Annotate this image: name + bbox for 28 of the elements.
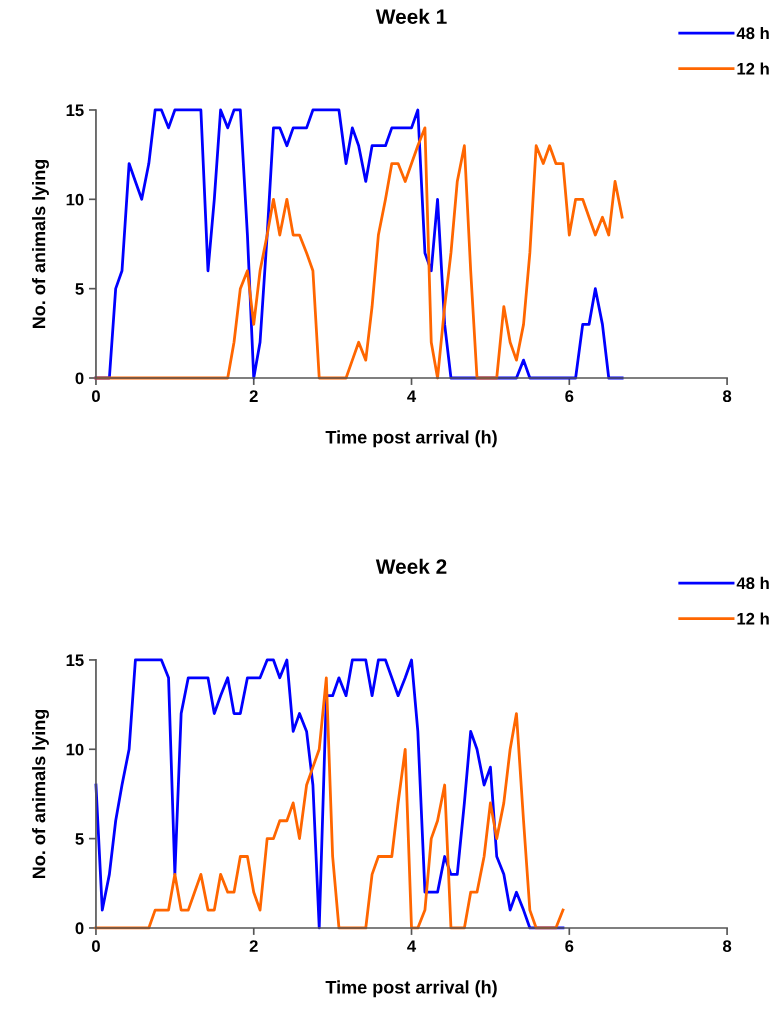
- x-tick-label: 6: [565, 940, 574, 953]
- legend-label: 12 h: [737, 62, 769, 75]
- x-tick-label: 0: [91, 390, 100, 403]
- legend-label: 48 h: [736, 576, 769, 590]
- x-axis-title: Time post arrival (h): [325, 430, 497, 448]
- x-tick-label: 8: [722, 390, 732, 403]
- x-tick-label: 0: [91, 940, 100, 953]
- y-tick-label: 10: [66, 193, 84, 206]
- y-tick-label: 5: [75, 283, 84, 295]
- chart-title: Week 2: [375, 558, 447, 575]
- legend-label: 48 h: [736, 26, 769, 40]
- chart-title: Week 1: [375, 8, 447, 25]
- y-tick-label: 5: [75, 833, 84, 845]
- x-axis-title: Time post arrival (h): [325, 980, 497, 998]
- x-tick-label: 2: [249, 390, 258, 402]
- y-tick-label: 15: [66, 104, 84, 117]
- y-axis-title: No. of animals lying: [32, 709, 49, 879]
- x-tick-label: 6: [565, 390, 574, 403]
- y-axis-title: No. of animals lying: [32, 159, 49, 329]
- y-tick-label: 10: [66, 743, 84, 756]
- x-tick-label: 2: [249, 940, 258, 952]
- x-tick-label: 8: [722, 940, 732, 953]
- legend-label: 12 h: [737, 612, 769, 625]
- y-tick-label: 0: [75, 922, 84, 935]
- y-tick-label: 15: [66, 654, 84, 667]
- y-tick-label: 0: [75, 372, 84, 385]
- x-tick-label: 4: [407, 940, 417, 952]
- x-tick-label: 4: [407, 390, 417, 402]
